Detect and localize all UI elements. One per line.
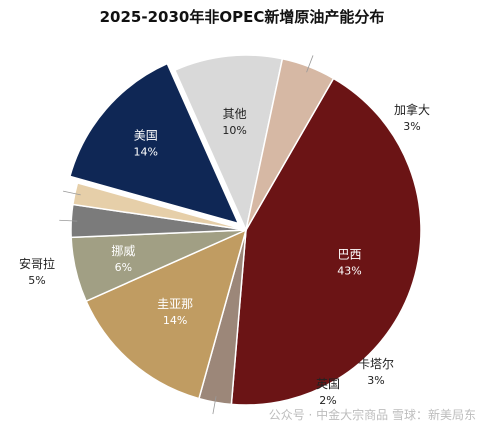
slice-label-7: 美国 — [134, 128, 158, 142]
slice-label-2: 加拿大 — [394, 102, 430, 117]
slice-label-5: 卡塔尔 — [358, 356, 394, 371]
pie-slice-8 — [173, 54, 284, 233]
leader-line-6 — [63, 190, 81, 196]
watermark: 公众号 · 中金大宗商品 雪球：新美局东 — [268, 408, 476, 422]
slice-value-6: 2% — [319, 394, 336, 407]
leader-line-5 — [59, 219, 78, 222]
slice-value-7: 14% — [133, 145, 157, 158]
slice-value-8: 10% — [222, 124, 246, 137]
slice-label-1: 巴西 — [338, 247, 362, 261]
slice-value-9: 5% — [28, 274, 45, 287]
slice-value-4: 6% — [115, 261, 132, 274]
leader-line-2 — [212, 396, 217, 415]
slice-value-5: 3% — [367, 374, 384, 387]
chart-title: 2025-2030年非OPEC新增原油产能分布 — [99, 8, 385, 26]
pie-slice-3 — [85, 228, 248, 400]
slice-label-3: 圭亚那 — [157, 297, 193, 311]
slice-label-4: 挪威 — [111, 244, 135, 258]
pie-slice-1 — [230, 77, 422, 406]
pie-slice-7 — [68, 62, 240, 225]
slice-label-8: 其他 — [223, 107, 247, 121]
slice-value-3: 14% — [163, 314, 187, 327]
leader-line-9 — [306, 55, 314, 73]
slice-label-9: 安哥拉 — [19, 256, 55, 271]
slice-label-6: 英国 — [316, 377, 340, 391]
slice-value-1: 43% — [337, 264, 361, 277]
slice-value-2: 3% — [403, 120, 420, 133]
